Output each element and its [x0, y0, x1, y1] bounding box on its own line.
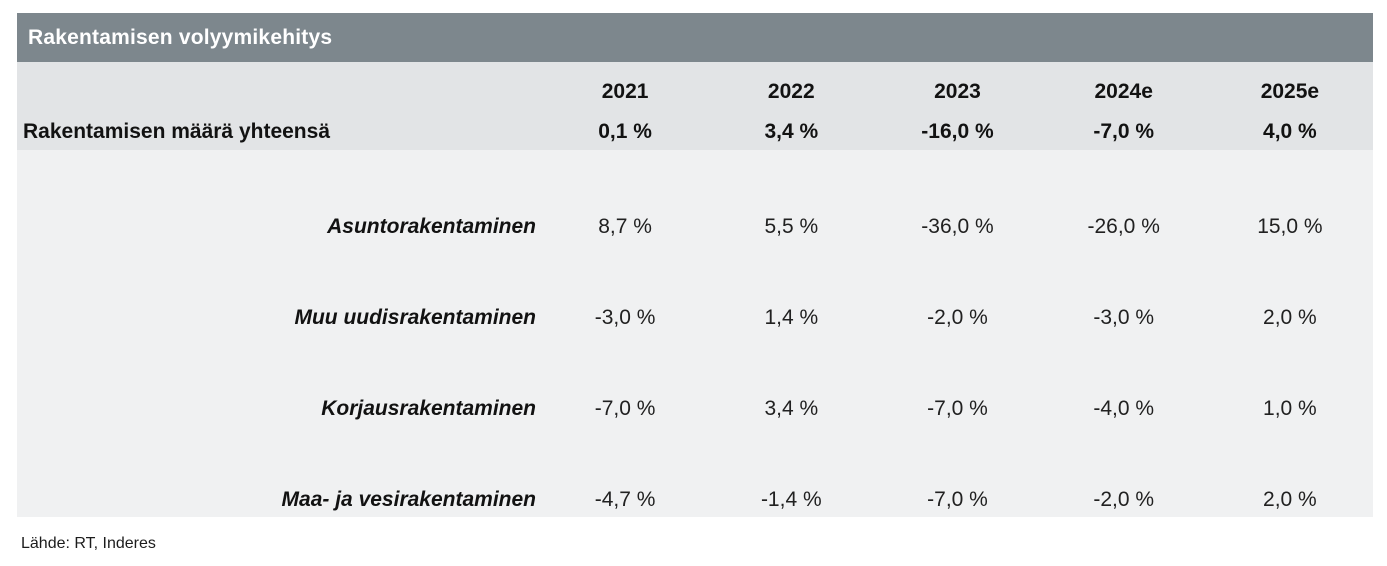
source-note: Lähde: RT, Inderes [21, 535, 156, 552]
value-cell: 15,0 % [1257, 214, 1323, 238]
value-cell: -3,0 % [1093, 305, 1155, 329]
column-header-2025e: 2025e [1260, 80, 1320, 104]
value-cell: -2,0 % [1093, 487, 1155, 511]
value-cell: -7,0 % [927, 396, 988, 420]
row-label: Asuntorakentaminen [327, 214, 536, 238]
row-label: Korjausrakentaminen [321, 396, 536, 420]
value-cell: 1,0 % [1263, 396, 1317, 420]
table-title-bar: Rakentamisen volyymikehitys [17, 13, 1373, 62]
total-value-2022: 3,4 % [764, 119, 819, 143]
column-header-2021: 2021 [601, 80, 649, 104]
table-row-korjausrakentaminen: Korjausrakentaminen -7,0 % 3,4 % -7,0 % … [17, 332, 1373, 423]
value-cell: 3,4 % [764, 396, 819, 420]
table-head-section: 2021 2022 2023 2024e 2025e Rakentamisen … [17, 62, 1373, 150]
value-cell: -7,0 % [927, 487, 988, 511]
table-row-muu-uudisrakentaminen: Muu uudisrakentaminen -3,0 % 1,4 % -2,0 … [17, 241, 1373, 332]
value-cell: 2,0 % [1263, 487, 1317, 511]
value-cell: -4,0 % [1093, 396, 1155, 420]
value-cell: 2,0 % [1263, 305, 1317, 329]
value-cell: 1,4 % [764, 305, 819, 329]
value-cell: -4,7 % [594, 487, 656, 511]
table-row-maa-ja-vesirakentaminen: Maa- ja vesirakentaminen -4,7 % -1,4 % -… [17, 423, 1373, 514]
table-row-asuntorakentaminen: Asuntorakentaminen 8,7 % 5,5 % -36,0 % -… [17, 150, 1373, 241]
column-header-2023: 2023 [934, 80, 981, 104]
table-title: Rakentamisen volyymikehitys [28, 25, 333, 49]
column-header-2024e: 2024e [1094, 80, 1153, 104]
value-cell: 5,5 % [764, 214, 819, 238]
total-value-2024e: -7,0 % [1093, 119, 1155, 143]
table-body-section: Asuntorakentaminen 8,7 % 5,5 % -36,0 % -… [17, 150, 1373, 517]
total-value-2021: 0,1 % [598, 119, 652, 143]
value-cell: 8,7 % [598, 214, 652, 238]
value-cell: -36,0 % [921, 214, 994, 238]
value-cell: -2,0 % [927, 305, 988, 329]
value-cell: -3,0 % [594, 305, 656, 329]
row-label: Muu uudisrakentaminen [294, 305, 536, 329]
value-cell: -1,4 % [760, 487, 822, 511]
row-label: Maa- ja vesirakentaminen [281, 487, 536, 511]
year-header-row: 2021 2022 2023 2024e 2025e [17, 71, 1373, 113]
total-value-2023: -16,0 % [921, 119, 994, 143]
construction-volume-table: Rakentamisen volyymikehitys 2021 2022 20… [17, 13, 1373, 517]
total-value-2025e: 4,0 % [1263, 119, 1317, 143]
value-cell: -26,0 % [1087, 214, 1160, 238]
total-row: Rakentamisen määrä yhteensä 0,1 % 3,4 % … [17, 113, 1373, 150]
total-row-label: Rakentamisen määrä yhteensä [23, 119, 330, 143]
value-cell: -7,0 % [594, 396, 656, 420]
column-header-2022: 2022 [767, 80, 815, 104]
